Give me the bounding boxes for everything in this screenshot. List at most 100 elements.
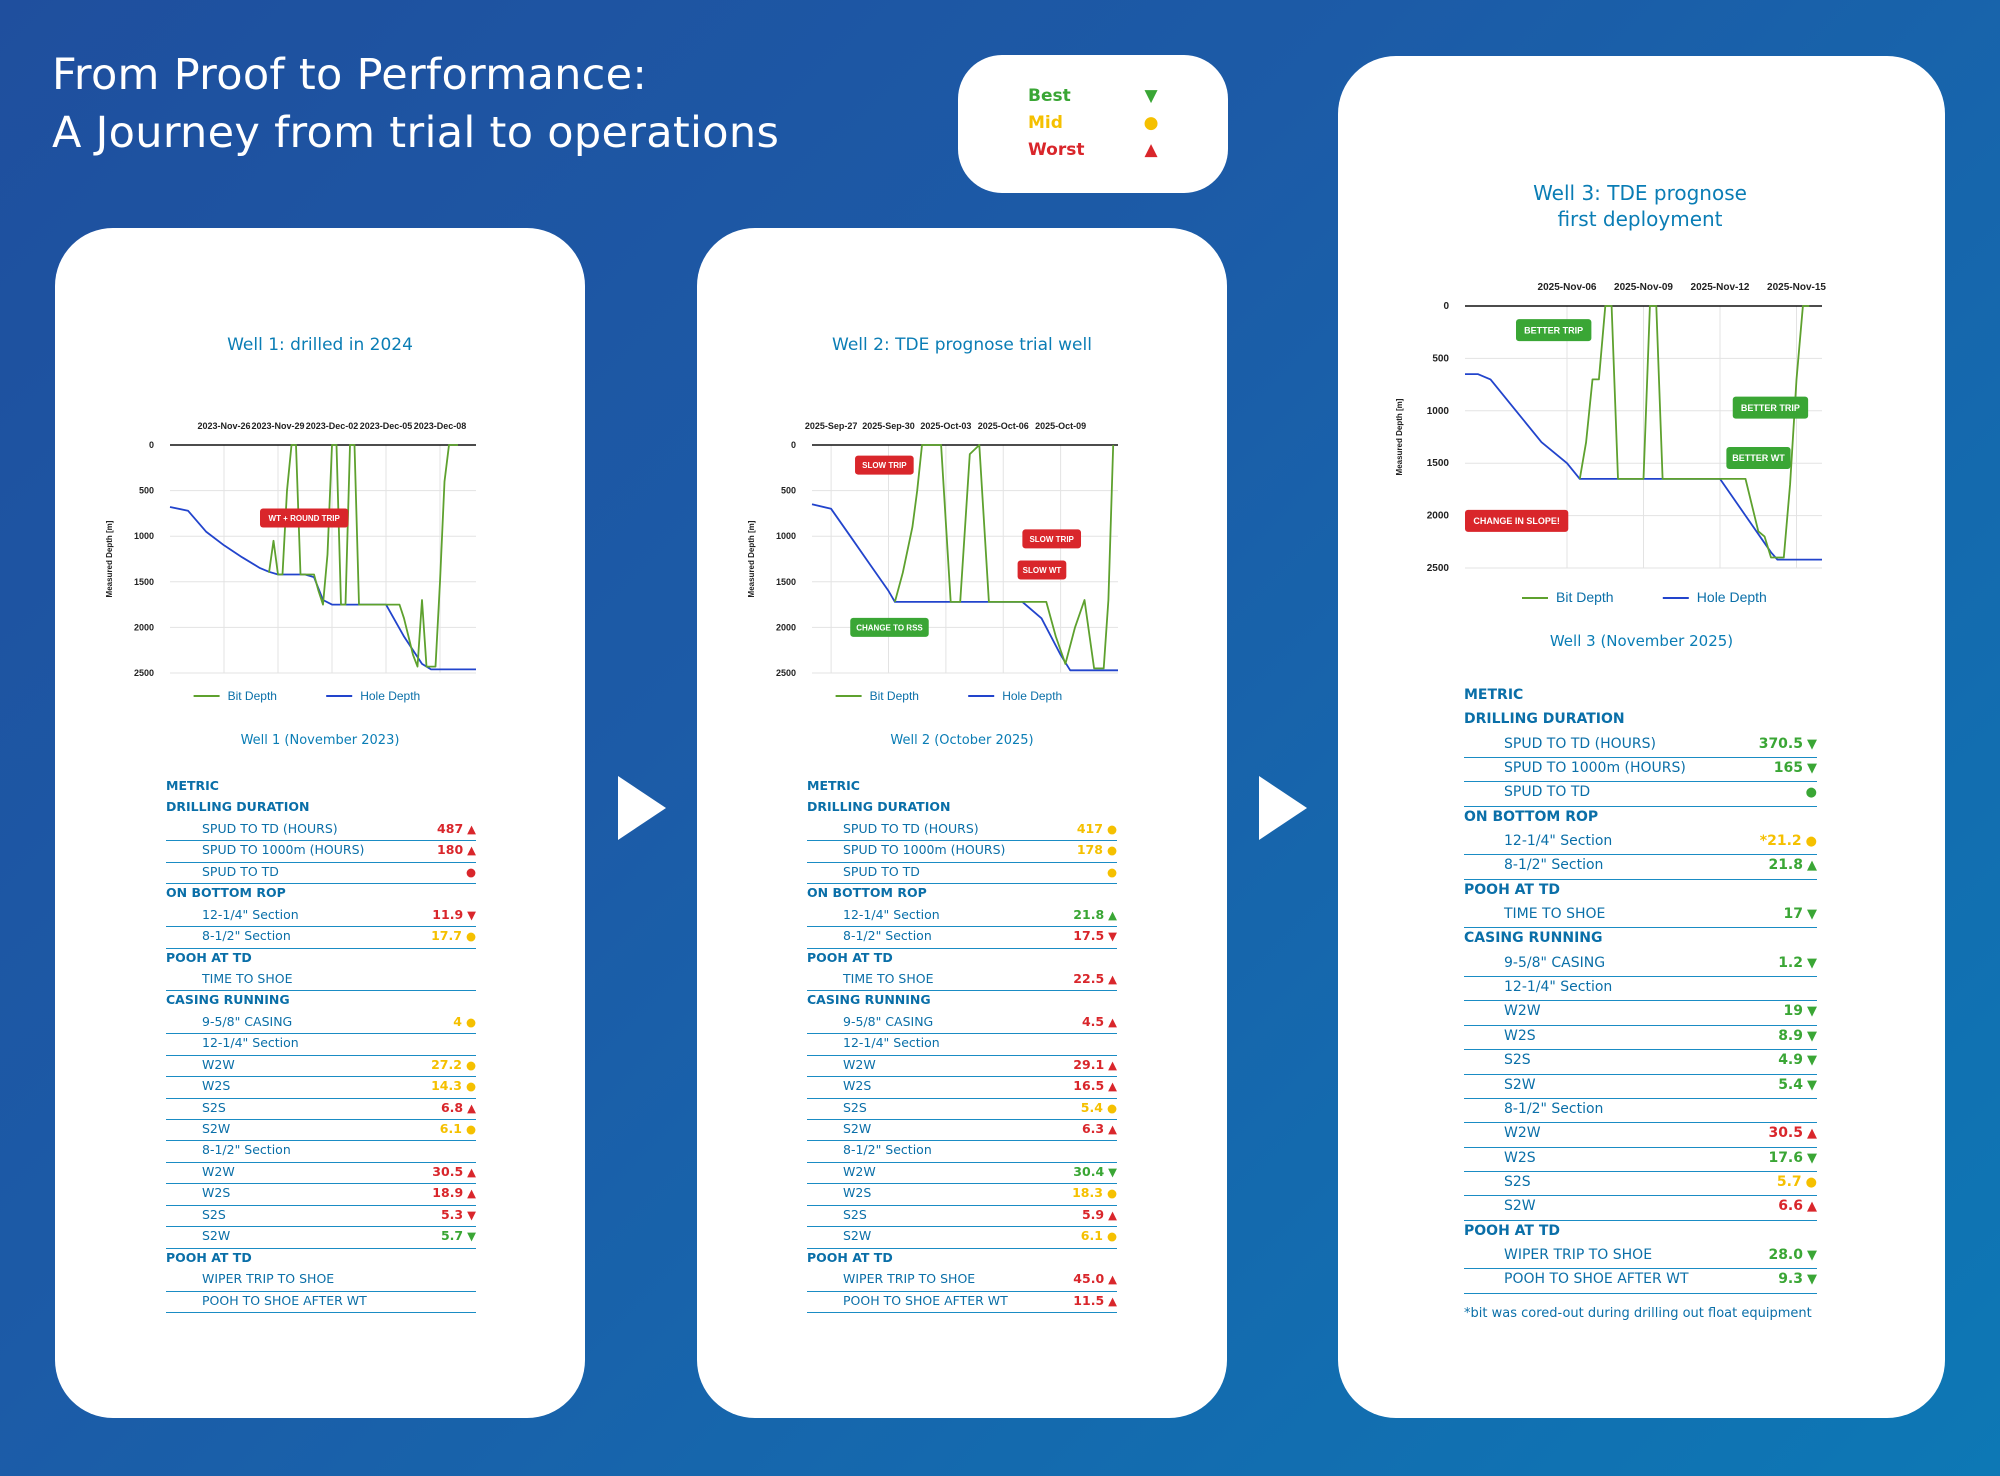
metric-number: 1.2 (1778, 954, 1803, 971)
metric-row: W2S 17.6 ▼ (1464, 1148, 1817, 1172)
metric-row: 9-5/8" CASING 1.2 ▼ (1464, 953, 1817, 978)
metric-number: 17.5 (1073, 928, 1105, 944)
metric-label: 9-5/8" CASING (843, 1013, 934, 1029)
metric-label: S2S (202, 1099, 226, 1115)
metric-group-header: CASING RUNNING (1464, 928, 1817, 952)
metric-number: 17.6 (1768, 1149, 1803, 1166)
metric-value: 6.1 ● (440, 1120, 476, 1138)
metric-number: 370.5 (1758, 735, 1803, 752)
metric-row: TIME TO SHOE 17 ▼ (1464, 904, 1817, 929)
metric-group-header: ON BOTTOM ROP (1464, 807, 1817, 831)
metric-row: S2W 5.4 ▼ (1464, 1075, 1817, 1099)
up-triangle-icon: ▲ (1807, 858, 1817, 874)
metric-label: 12-1/4" Section (1504, 833, 1613, 850)
dot-icon: ● (1805, 785, 1817, 801)
metric-number: 5.7 (440, 1228, 464, 1244)
legend-label: Bit Depth (870, 689, 919, 703)
metric-number: 4.5 (1081, 1013, 1105, 1029)
down-triangle-icon: ▼ (1108, 929, 1117, 944)
metric-number: 178 (1076, 842, 1103, 858)
annotation-callout: SLOW TRIP (855, 455, 914, 475)
metric-group-header: DRILLING DURATION (807, 798, 1117, 819)
up-triangle-icon: ▲ (467, 1164, 476, 1179)
well-2-card (697, 228, 1227, 1418)
legend-worst-label: Worst (1028, 140, 1085, 160)
x-tick-label: 2025-Nov-09 (1614, 282, 1673, 293)
metric-label: W2S (843, 1078, 872, 1094)
metric-row: SPUD TO TD ● (807, 863, 1117, 885)
well-2-title: Well 2: TDE prognose trial well (832, 335, 1092, 355)
metric-number: 165 (1773, 760, 1803, 777)
metric-label: CASING RUNNING (807, 992, 931, 1008)
metric-row: S2W 6.1 ● (166, 1120, 476, 1142)
metric-value: 6.1 ● (1081, 1227, 1117, 1245)
dot-icon: ● (465, 929, 476, 944)
metric-value: 21.8 ▲ (1073, 906, 1117, 924)
up-triangle-icon: ▲ (467, 843, 476, 858)
metric-row: POOH TO SHOE AFTER WT 9.3 ▼ (1464, 1269, 1817, 1294)
metric-label: SPUD TO 1000m (HOURS) (843, 842, 1006, 858)
metric-row: SPUD TO 1000m (HOURS) 165 ▼ (1464, 758, 1817, 783)
metric-number: 5.9 (1081, 1206, 1105, 1222)
metric-label: 8-1/2" Section (1504, 1100, 1604, 1117)
metric-row: SPUD TO 1000m (HOURS) 178 ● (807, 841, 1117, 863)
up-triangle-icon: ▲ (1108, 1079, 1117, 1094)
metric-label: METRIC (166, 778, 219, 793)
metric-row: 9-5/8" CASING 4.5 ▲ (807, 1013, 1117, 1035)
footnote: *bit was cored-out during drilling out f… (1464, 1306, 1812, 1321)
metric-group-header: POOH AT TD (1464, 1221, 1817, 1245)
metric-row: 9-5/8" CASING 4 ● (166, 1013, 476, 1035)
y-tick-label: 500 (1432, 353, 1449, 364)
metric-label: WIPER TRIP TO SHOE (843, 1271, 976, 1287)
annotation-box (1022, 529, 1082, 549)
metric-row: POOH TO SHOE AFTER WT (166, 1292, 476, 1313)
metric-label: S2S (1504, 1052, 1531, 1069)
legend-label: Hole Depth (360, 689, 420, 703)
dot-icon: ● (1143, 113, 1159, 133)
metric-label: ON BOTTOM ROP (807, 885, 927, 901)
dot-icon: ● (1106, 1100, 1117, 1115)
metric-label: W2W (843, 1056, 876, 1072)
down-triangle-icon: ▼ (1807, 1028, 1817, 1044)
metric-label: S2S (1504, 1173, 1531, 1190)
metric-row: 12-1/4" Section (1464, 977, 1817, 1002)
metric-value: 17.5 ▼ (1073, 927, 1117, 945)
metric-row: W2S 14.3 ● (166, 1077, 476, 1099)
legend-mid-label: Mid (1028, 113, 1063, 133)
metric-group-header: POOH AT TD (166, 1249, 476, 1270)
metric-value: 5.7 ● (1777, 1172, 1817, 1193)
metric-number: 417 (1076, 820, 1103, 836)
metric-number: 4 (453, 1013, 462, 1029)
metric-label: WIPER TRIP TO SHOE (1504, 1246, 1653, 1263)
metric-label: S2W (843, 1228, 872, 1244)
metric-row: SPUD TO TD ● (1464, 782, 1817, 807)
y-tick-label: 1500 (1427, 458, 1450, 469)
y-axis-label: Measured Depth [m] (747, 520, 756, 597)
annotation-label: BETTER TRIP (1741, 403, 1800, 413)
y-tick-label: 0 (149, 440, 154, 450)
metric-label: POOH TO SHOE AFTER WT (1504, 1271, 1689, 1288)
metric-value: 28.0 ▼ (1768, 1245, 1817, 1266)
metric-label: W2W (202, 1056, 235, 1072)
metric-label: SPUD TO TD (1504, 784, 1591, 801)
metric-group-header: METRIC (1464, 685, 1817, 709)
metric-value: 29.1 ▲ (1073, 1056, 1117, 1074)
x-tick-label: 2025-Nov-06 (1538, 282, 1597, 293)
metric-row: SPUD TO TD (HOURS) 417 ● (807, 820, 1117, 842)
annotation-callout: BETTER WT (1726, 446, 1791, 469)
bit-depth-line (268, 444, 458, 668)
y-tick-label: 500 (139, 486, 154, 496)
down-triangle-icon: ▼ (1807, 1247, 1817, 1263)
metric-value: 5.4 ▼ (1778, 1075, 1817, 1096)
up-triangle-icon: ▲ (1807, 1199, 1817, 1215)
annotation-callout: CHANGE TO RSS (850, 617, 929, 637)
metric-label: ON BOTTOM ROP (166, 885, 286, 901)
bit-depth-line (1578, 305, 1810, 559)
metric-row: WIPER TRIP TO SHOE 45.0 ▲ (807, 1270, 1117, 1292)
metric-label: SPUD TO TD (HOURS) (843, 820, 979, 836)
metric-label: S2W (1504, 1076, 1536, 1093)
metric-row: WIPER TRIP TO SHOE 28.0 ▼ (1464, 1245, 1817, 1270)
metric-value: 16.5 ▲ (1073, 1077, 1117, 1095)
up-triangle-icon: ▲ (1108, 907, 1117, 922)
metric-group-header: POOH AT TD (1464, 880, 1817, 904)
